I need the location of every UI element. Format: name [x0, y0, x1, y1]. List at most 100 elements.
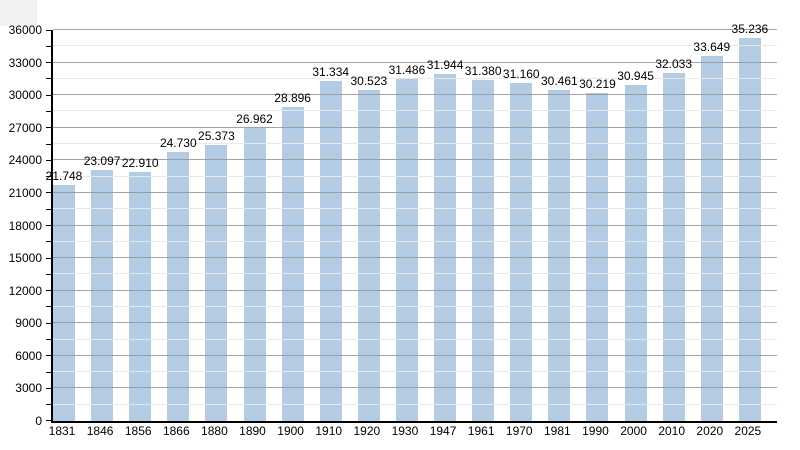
- y-axis-tick: [46, 257, 51, 259]
- y-axis-tick-label: 27000: [8, 120, 42, 135]
- minor-gridline: [53, 403, 777, 405]
- plot-area: 0 3000 6000 9000 12000 15000 18000 21000 24000 27…: [9, 23, 777, 428]
- y-axis-tick: [46, 143, 51, 145]
- x-axis-label: 1947: [429, 424, 457, 438]
- x-axis-label: 1930: [391, 424, 419, 438]
- y-axis-tick-label: 18000: [8, 218, 42, 233]
- bar-value-label: 23.097: [83, 154, 121, 169]
- bar-1910: [319, 80, 342, 421]
- y-axis-tick: [46, 110, 51, 112]
- x-axis-label: 1890: [239, 424, 266, 438]
- minor-gridline: [53, 273, 777, 275]
- x-axis-label: 2020: [696, 424, 724, 438]
- x-axis-label: 1856: [124, 424, 152, 438]
- y-axis-tick: [46, 273, 51, 275]
- minor-gridline: [53, 240, 777, 242]
- bar-2025: [738, 38, 761, 421]
- y-axis-tick: [46, 371, 51, 373]
- minor-gridline: [53, 175, 777, 177]
- major-gridline: [53, 61, 777, 63]
- bar-value-label: 28.896: [274, 91, 311, 106]
- y-axis-tick: [46, 404, 51, 406]
- y-axis-tick: [46, 387, 51, 389]
- major-gridline: [53, 224, 777, 226]
- x-axis-label: 1866: [162, 424, 190, 438]
- bar-value-label: 30.945: [617, 68, 654, 83]
- major-gridline: [53, 322, 777, 324]
- minor-gridline: [53, 338, 777, 340]
- bar-value-label: 32.033: [655, 57, 693, 72]
- y-axis-tick: [46, 339, 51, 341]
- y-axis-tick-label: 12000: [8, 283, 42, 298]
- y-axis-tick: [46, 62, 51, 64]
- bar-2010: [662, 73, 685, 421]
- bar-1900: [281, 107, 304, 421]
- bar-1930: [395, 79, 418, 421]
- x-axis-label: 1831: [48, 424, 76, 438]
- bar-1880: [205, 145, 228, 421]
- bar-2020: [700, 55, 723, 421]
- y-axis-tick: [46, 225, 51, 226]
- bar-2000: [624, 84, 647, 421]
- minor-gridline: [53, 143, 777, 145]
- y-axis-tick: [46, 322, 51, 324]
- x-axis-line: [51, 421, 777, 423]
- bar-value-label: 33.649: [693, 39, 731, 54]
- major-gridline: [53, 257, 777, 259]
- bar-value-label: 30.523: [350, 73, 388, 88]
- x-axis-label: 1981: [544, 424, 571, 438]
- major-gridline: [53, 94, 777, 96]
- y-axis-tick-label: 24000: [8, 153, 42, 168]
- major-gridline: [53, 126, 777, 128]
- bar-1856: [129, 172, 152, 421]
- y-axis-tick-label: 36000: [8, 23, 42, 37]
- minor-gridline: [53, 371, 777, 373]
- y-axis-tick: [46, 78, 51, 80]
- x-axis-label: 1961: [467, 424, 495, 438]
- y-axis-tick: [46, 45, 51, 47]
- minor-gridline: [53, 305, 777, 307]
- y-axis-tick: [46, 420, 51, 421]
- y-axis-tick-label: 0: [35, 414, 42, 428]
- minor-gridline: [53, 208, 777, 210]
- major-gridline: [53, 387, 777, 389]
- y-axis-tick-label: 21000: [8, 185, 42, 200]
- bar-value-label: 31.486: [388, 63, 426, 78]
- bar-value-label: 25.373: [198, 129, 235, 144]
- bar-value-label: 30.219: [579, 76, 616, 91]
- y-axis-tick: [46, 290, 51, 292]
- y-axis-tick: [46, 159, 51, 161]
- bar-1961: [472, 80, 495, 421]
- y-axis-tick: [46, 192, 51, 194]
- x-axis-label: 1880: [201, 424, 228, 438]
- bar-value-label: 26.962: [236, 112, 273, 127]
- bar-value-label: 31.944: [426, 58, 464, 73]
- y-axis-tick-label: 6000: [15, 348, 42, 363]
- bar-value-label: 22.910: [121, 156, 159, 171]
- x-axis-label: 2025: [734, 424, 762, 438]
- bar-1981: [548, 90, 571, 421]
- bar-value-label: 35.236: [731, 22, 769, 37]
- bar-1970: [510, 82, 533, 421]
- minor-gridline: [53, 77, 777, 79]
- y-axis-tick: [46, 355, 51, 357]
- y-axis-tick-label: 33000: [8, 55, 42, 70]
- major-gridline: [53, 159, 777, 161]
- minor-gridline: [53, 45, 777, 47]
- screen-corner-artifact: [0, 0, 37, 26]
- bar-value-label: 30.461: [541, 74, 578, 89]
- bar-1831: [53, 184, 75, 421]
- bar-value-label: 31.334: [312, 64, 350, 79]
- y-axis-tick-label: 9000: [15, 316, 42, 331]
- y-axis-tick: [46, 208, 51, 210]
- bar-1890: [243, 128, 266, 421]
- y-axis-tick: [46, 29, 51, 31]
- x-axis-label: 1846: [86, 424, 114, 438]
- major-gridline: [53, 191, 777, 193]
- bar-value-label: 31.160: [502, 66, 540, 81]
- x-axis-label: 1910: [315, 424, 343, 438]
- minor-gridline: [53, 110, 777, 112]
- major-gridline: [53, 354, 777, 356]
- y-axis-tick: [46, 127, 51, 129]
- y-axis-tick-label: 3000: [15, 381, 42, 396]
